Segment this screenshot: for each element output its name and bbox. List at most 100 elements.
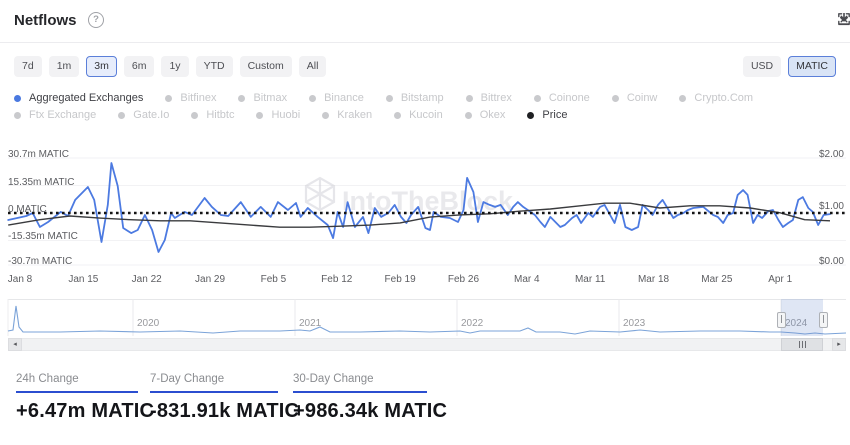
- legend-row: Aggregated Exchanges Bitfinex Bitmax Binanc…: [14, 92, 834, 104]
- legend-dot-icon: [465, 94, 473, 102]
- scrollbar-track[interactable]: [8, 338, 846, 351]
- currency-button-usd[interactable]: USD: [742, 56, 782, 77]
- navigator-selection[interactable]: [781, 299, 823, 336]
- netflow-line: [7, 162, 831, 253]
- legend-label: Binance: [324, 92, 364, 104]
- range-button-3m[interactable]: 3m: [86, 56, 117, 77]
- page-title: Netflows: [14, 12, 77, 29]
- stat-30day-change: 30-Day Change +986.34k MATIC: [293, 373, 447, 423]
- legend-label: Bitmax: [253, 92, 288, 104]
- x-tick: Jan 22: [131, 274, 162, 285]
- x-tick: Feb 12: [321, 274, 353, 285]
- stat-value: +6.47m MATIC: [16, 400, 155, 422]
- x-tick: Jan 8: [7, 274, 33, 285]
- stat-value: -831.91k MATIC: [150, 400, 300, 422]
- legend-item-ftx-exchange[interactable]: Ftx Exchange: [14, 109, 96, 121]
- year-label-2023: 2023: [623, 318, 646, 329]
- legend-item-huobi[interactable]: Huobi: [256, 109, 300, 121]
- legend-dot-icon: [385, 94, 393, 102]
- svg-text:IntoTheBlock: IntoTheBlock: [342, 186, 514, 216]
- legend-label: Okex: [479, 109, 506, 121]
- x-tick: Jan 15: [68, 274, 99, 285]
- legend-label: Bitstamp: [400, 92, 444, 104]
- year-label-2022: 2022: [461, 318, 484, 329]
- currency-button-matic[interactable]: MATIC: [788, 56, 836, 77]
- legend-item-bitfinex[interactable]: Bitfinex: [165, 92, 216, 104]
- legend-item-bitstamp[interactable]: Bitstamp: [385, 92, 444, 104]
- range-button-custom[interactable]: Custom: [239, 56, 292, 77]
- legend-item-binance[interactable]: Binance: [309, 92, 364, 104]
- legend: Aggregated Exchanges Bitfinex Bitmax Binanc…: [14, 92, 834, 126]
- y-tick-left: 0 MATIC: [8, 204, 47, 215]
- legend-item-hitbtc[interactable]: Hitbtc: [191, 109, 234, 121]
- legend-dot-icon: [191, 111, 199, 119]
- y-tick-right: $2.00: [818, 149, 844, 160]
- legend-dot-icon: [679, 94, 687, 102]
- legend-item-okex[interactable]: Okex: [464, 109, 506, 121]
- x-tick: Mar 11: [574, 274, 606, 285]
- range-button-ytd[interactable]: YTD: [195, 56, 233, 77]
- legend-item-coinone[interactable]: Coinone: [533, 92, 590, 104]
- legend-dot-icon: [533, 94, 541, 102]
- legend-item-kraken[interactable]: Kraken: [322, 109, 372, 121]
- legend-item-aggregated-exchanges[interactable]: Aggregated Exchanges: [14, 92, 143, 104]
- legend-dot-icon: [611, 94, 619, 102]
- legend-label: Coinw: [626, 92, 658, 104]
- range-button-1m[interactable]: 1m: [48, 56, 80, 77]
- stat-value: +986.34k MATIC: [293, 400, 448, 422]
- scrollbar-left-arrow-icon[interactable]: ◂: [8, 338, 22, 351]
- range-button-7d[interactable]: 7d: [14, 56, 42, 77]
- legend-label: Aggregated Exchanges: [29, 92, 144, 104]
- expand-icon[interactable]: [836, 11, 850, 27]
- legend-row: Ftx Exchange Gate.Io Hitbtc Huobi Kraken Kuco…: [14, 109, 834, 121]
- legend-dot-icon: [322, 111, 330, 119]
- netflows-chart[interactable]: IntoTheBlock: [0, 138, 850, 270]
- legend-dot-icon: [238, 94, 246, 102]
- legend-label: Kucoin: [409, 109, 443, 121]
- legend-item-gate-io[interactable]: Gate.Io: [118, 109, 169, 121]
- legend-label: Hitbtc: [206, 109, 235, 121]
- x-tick: Feb 19: [384, 274, 416, 285]
- help-icon[interactable]: ?: [88, 12, 104, 28]
- x-tick: Mar 4: [514, 274, 540, 285]
- navigator-chart[interactable]: [0, 299, 850, 337]
- navigator-handle-right[interactable]: [819, 312, 828, 328]
- legend-item-coinw[interactable]: Coinw: [611, 92, 658, 104]
- scrollbar-thumb[interactable]: [781, 338, 823, 351]
- x-tick: Feb 26: [447, 274, 480, 285]
- legend-item-bittrex[interactable]: Bittrex: [465, 92, 512, 104]
- legend-item-kucoin[interactable]: Kucoin: [394, 109, 443, 121]
- y-tick-left: 30.7m MATIC: [8, 149, 69, 160]
- stat-label: 24h Change: [16, 373, 138, 393]
- x-tick: Mar 18: [637, 274, 670, 285]
- y-tick-left: 15.35m MATIC: [8, 177, 75, 188]
- legend-dot-icon: [14, 111, 21, 119]
- legend-dot-icon: [165, 94, 173, 102]
- x-tick: Apr 1: [768, 274, 793, 285]
- x-tick: Jan 29: [195, 274, 226, 285]
- stat-24h-change: 24h Change +6.47m MATIC: [16, 373, 154, 423]
- legend-label: Coinone: [548, 92, 590, 104]
- legend-label: Ftx Exchange: [29, 109, 97, 121]
- stat-label: 7-Day Change: [150, 373, 278, 393]
- legend-item-price[interactable]: Price: [527, 109, 567, 121]
- legend-item-crypto-com[interactable]: Crypto.Com: [679, 92, 753, 104]
- legend-dot-icon: [527, 111, 535, 119]
- currency-toggle-group: USD MATIC: [742, 56, 836, 77]
- range-button-6m[interactable]: 6m: [123, 56, 155, 77]
- price-line: [8, 202, 831, 228]
- stat-label: 30-Day Change: [293, 373, 427, 393]
- navigator-handle-left[interactable]: [777, 312, 786, 328]
- legend-item-bitmax[interactable]: Bitmax: [238, 92, 287, 104]
- legend-dot-icon: [256, 111, 264, 119]
- stat-7day-change: 7-Day Change -831.91k MATIC: [150, 373, 299, 423]
- x-tick: Mar 25: [701, 274, 733, 285]
- legend-dot-icon: [464, 111, 472, 119]
- range-button-all[interactable]: All: [298, 56, 327, 77]
- legend-label: Bitfinex: [180, 92, 217, 104]
- scrollbar-right-arrow-icon[interactable]: ▸: [832, 338, 846, 351]
- range-button-1y[interactable]: 1y: [161, 56, 189, 77]
- navigator-sparkline: [7, 305, 847, 335]
- y-tick-left: -15.35m MATIC: [8, 231, 78, 242]
